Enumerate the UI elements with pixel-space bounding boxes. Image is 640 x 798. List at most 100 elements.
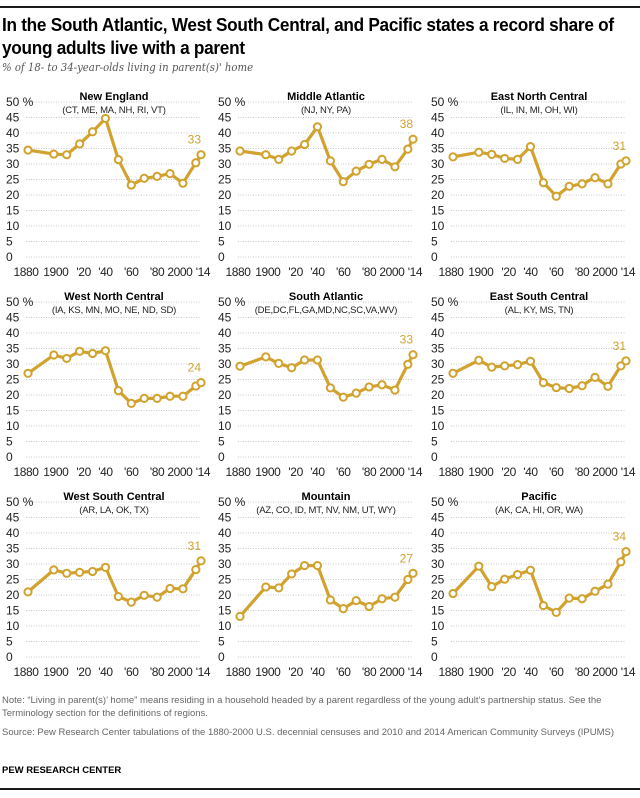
data-point <box>152 592 162 602</box>
x-tick-label: '40 <box>523 465 538 479</box>
y-tick-label: 5 <box>218 435 225 449</box>
data-point <box>87 566 98 577</box>
y-tick-label: 15 <box>6 604 20 618</box>
data-point <box>274 154 284 164</box>
x-tick-label: 2000 <box>167 465 193 479</box>
x-tick-label: '14 <box>408 465 423 479</box>
x-tick-label: 1880 <box>438 665 464 679</box>
data-point <box>364 601 374 612</box>
data-point <box>23 368 33 378</box>
y-tick-label: 40 <box>6 526 20 540</box>
panel-title: Mountain <box>302 491 351 503</box>
data-point <box>49 350 59 360</box>
data-point <box>351 595 361 606</box>
data-point <box>178 391 188 401</box>
x-tick-label: 2000 <box>379 265 405 279</box>
data-point <box>525 356 536 366</box>
data-point <box>113 591 123 602</box>
y-tick-label: 30 <box>218 157 232 171</box>
panel-title: Middle Atlantic <box>287 91 365 103</box>
x-tick-label: '40 <box>310 465 325 479</box>
data-point <box>408 350 418 360</box>
data-point <box>152 393 162 404</box>
data-point <box>487 582 497 592</box>
data-point <box>165 583 175 594</box>
y-tick-label: 50 % <box>431 495 459 509</box>
x-tick-label: '20 <box>501 465 516 479</box>
data-point <box>338 392 348 402</box>
y-tick-label: 25 <box>431 573 445 587</box>
data-point <box>500 361 510 371</box>
x-tick-label: '80 <box>150 665 165 679</box>
x-tick-label: '14 <box>408 265 423 279</box>
data-point <box>551 382 561 393</box>
y-tick-label: 15 <box>431 604 445 618</box>
data-point <box>364 159 374 169</box>
x-tick-label: '60 <box>336 265 351 279</box>
data-point <box>152 171 162 182</box>
y-tick-label: 0 <box>218 650 225 664</box>
data-point <box>551 607 561 617</box>
x-tick-label: 1880 <box>438 265 464 279</box>
y-tick-label: 0 <box>6 450 13 464</box>
data-point <box>603 381 613 391</box>
y-tick-label: 35 <box>431 542 445 556</box>
y-tick-label: 5 <box>6 235 13 249</box>
end-value-label: 24 <box>188 361 202 375</box>
y-tick-label: 45 <box>431 111 445 125</box>
data-point <box>287 146 297 156</box>
y-tick-label: 10 <box>6 419 20 433</box>
data-point <box>564 383 574 394</box>
data-point <box>403 359 413 369</box>
y-tick-label: 5 <box>218 235 225 249</box>
y-tick-label: 0 <box>6 650 13 664</box>
y-tick-label: 15 <box>431 404 445 418</box>
x-tick-label: '14 <box>621 265 636 279</box>
data-point <box>139 590 149 600</box>
data-point <box>196 150 206 160</box>
x-tick-label: '20 <box>76 265 91 279</box>
y-tick-label: 30 <box>6 557 20 571</box>
y-tick-label: 40 <box>431 526 445 540</box>
data-point <box>75 567 85 577</box>
end-value-label: 31 <box>613 339 627 353</box>
panel-subtitle: (IL, IN, MI, OH, WI) <box>500 105 577 116</box>
y-tick-label: 35 <box>6 342 20 356</box>
x-tick-label: 1880 <box>225 665 251 679</box>
y-tick-label: 20 <box>218 388 232 402</box>
data-point <box>113 155 123 165</box>
x-tick-label: '60 <box>336 665 351 679</box>
data-point <box>577 381 587 391</box>
data-point <box>487 149 497 159</box>
y-tick-label: 45 <box>218 111 232 125</box>
y-tick-label: 40 <box>6 326 20 340</box>
y-tick-label: 25 <box>6 173 20 187</box>
y-tick-label: 50 % <box>431 295 459 309</box>
data-point <box>126 180 136 190</box>
data-point <box>351 166 361 176</box>
data-point <box>590 586 600 596</box>
panel-title: New England <box>79 91 148 103</box>
x-tick-label: '14 <box>408 665 423 679</box>
x-tick-label: '60 <box>124 465 139 479</box>
data-point <box>500 153 510 164</box>
y-tick-label: 25 <box>218 573 232 587</box>
x-tick-label: 2000 <box>379 465 405 479</box>
data-point <box>87 127 98 137</box>
y-tick-label: 35 <box>218 142 232 156</box>
x-tick-label: '40 <box>310 665 325 679</box>
data-point <box>178 178 188 188</box>
end-value-label: 31 <box>613 139 627 153</box>
y-tick-label: 0 <box>431 650 438 664</box>
data-point <box>191 158 201 168</box>
data-point <box>274 583 284 593</box>
x-tick-label: '80 <box>575 465 590 479</box>
data-point <box>538 600 548 611</box>
y-tick-label: 10 <box>431 419 445 433</box>
data-point <box>403 144 413 154</box>
x-tick-label: '40 <box>98 265 113 279</box>
data-point <box>621 356 631 366</box>
